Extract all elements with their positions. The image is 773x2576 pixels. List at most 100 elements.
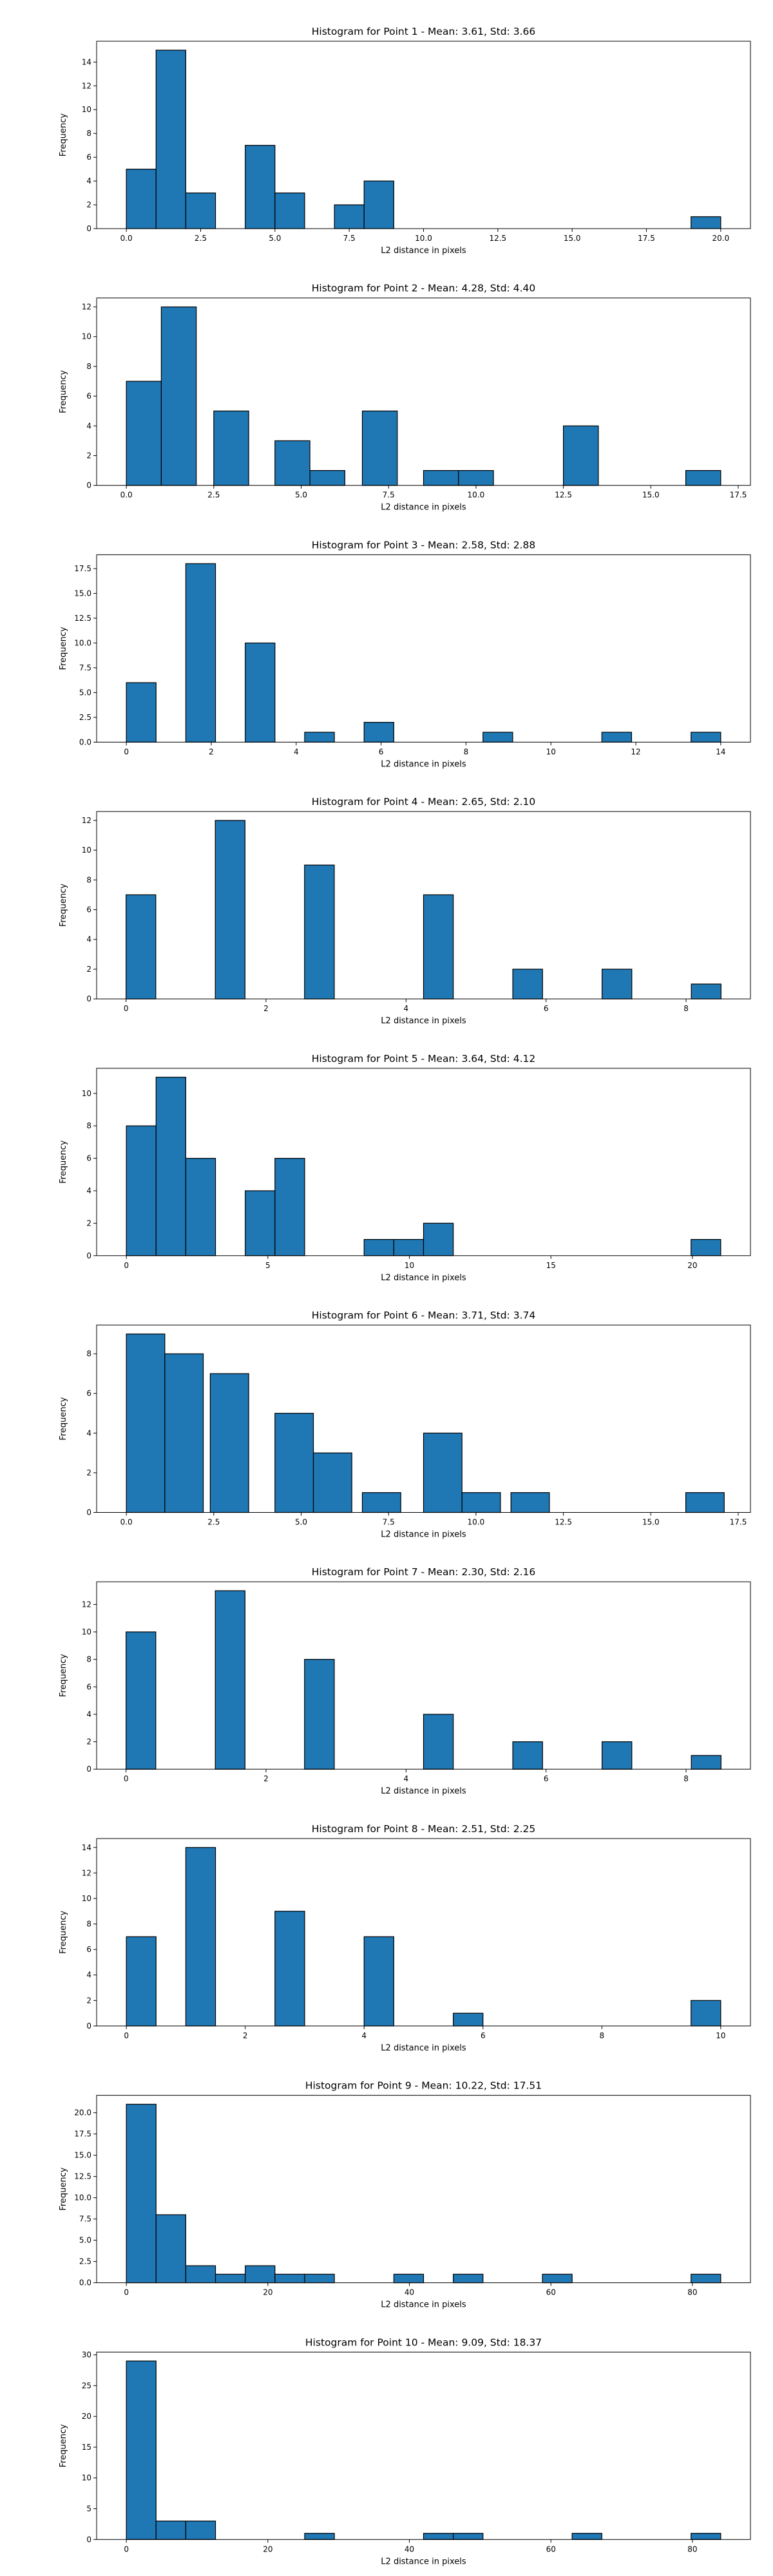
y-tick-label: 8: [86, 1349, 91, 1358]
y-tick-label: 6: [86, 1945, 91, 1954]
x-tick-label: 6: [379, 747, 384, 756]
histogram-bar: [185, 1158, 216, 1256]
y-tick-label: 10: [82, 2474, 91, 2483]
y-tick-label: 10: [82, 1627, 91, 1636]
y-tick-label: 15: [82, 2443, 91, 2452]
histogram-panel-5: Histogram for Point 5 - Mean: 3.64, Std:…: [59, 1053, 751, 1283]
x-tick-label: 4: [404, 1004, 409, 1013]
panel-title: Histogram for Point 3 - Mean: 2.58, Std:…: [312, 539, 535, 551]
axes-frame: [96, 1581, 751, 1770]
y-tick-label: 6: [86, 1389, 91, 1398]
y-tick-label: 10.0: [74, 2193, 91, 2202]
x-tick-label: 14: [716, 747, 725, 756]
histogram-bar: [542, 2273, 573, 2284]
histogram-bar: [126, 894, 157, 999]
y-axis-label: Frequency: [59, 884, 68, 927]
x-axis-label: L2 distance in pixels: [381, 503, 466, 513]
x-tick-label: 12.5: [489, 234, 506, 243]
panel-title: Histogram for Point 5 - Mean: 3.64, Std:…: [312, 1053, 535, 1065]
histogram-bar: [453, 2273, 484, 2284]
x-tick-label: 0: [124, 747, 129, 756]
histogram-bar: [685, 470, 721, 486]
histogram-bar: [601, 732, 633, 743]
histogram-bar: [393, 2273, 425, 2284]
x-tick-label: 15.0: [642, 1518, 660, 1527]
histogram-bar: [160, 306, 197, 486]
x-tick-label: 40: [405, 2544, 414, 2553]
histogram-bar: [461, 1492, 501, 1513]
histogram-bar: [309, 470, 345, 486]
histogram-bar: [185, 192, 216, 229]
x-tick-label: 0.0: [120, 1518, 133, 1527]
y-tick-label: 0: [86, 481, 91, 490]
x-axis-label: L2 distance in pixels: [381, 2300, 466, 2310]
y-tick-label: 5: [86, 2505, 91, 2514]
histogram-bar: [155, 2214, 187, 2284]
y-tick-label: 8: [86, 1655, 91, 1664]
x-tick-label: 20.0: [712, 234, 730, 243]
histogram-bar: [274, 1158, 305, 1256]
histogram-bar: [691, 983, 721, 999]
histogram-bar: [304, 2273, 335, 2284]
histogram-bar: [423, 470, 459, 486]
x-tick-label: 15.0: [564, 234, 581, 243]
y-tick-label: 2: [86, 1996, 91, 2005]
histogram-bar: [512, 1741, 543, 1770]
x-tick-label: 12: [631, 747, 640, 756]
y-axis-label: Frequency: [59, 1140, 68, 1183]
y-tick-label: 17.5: [74, 564, 91, 573]
histogram-bar: [691, 732, 721, 743]
y-tick-label: 4: [86, 421, 91, 430]
x-tick-label: 10: [716, 2031, 725, 2040]
x-tick-label: 4: [294, 747, 299, 756]
x-tick-label: 7.5: [343, 234, 356, 243]
histogram-bar: [510, 1492, 550, 1513]
x-tick-label: 10.0: [468, 1518, 485, 1527]
y-tick-label: 0.0: [79, 737, 91, 746]
x-tick-label: 0: [124, 1774, 129, 1783]
y-tick-label: 8: [86, 1121, 91, 1130]
x-tick-label: 17.5: [730, 491, 747, 500]
histogram-bar: [126, 682, 157, 743]
y-axis-label: Frequency: [59, 1911, 68, 1954]
x-axis-label: L2 distance in pixels: [381, 1786, 466, 1796]
y-tick-label: 10: [82, 105, 91, 114]
x-tick-label: 2: [209, 747, 214, 756]
y-tick-label: 5.0: [79, 2236, 91, 2245]
x-axis-label: L2 distance in pixels: [381, 1530, 466, 1540]
x-axis-label: L2 distance in pixels: [381, 2043, 466, 2053]
histogram-bar: [126, 2103, 157, 2284]
y-tick-label: 2: [86, 451, 91, 460]
y-tick-label: 12.5: [74, 614, 91, 623]
histogram-bar: [393, 1239, 425, 1256]
y-tick-label: 15.0: [74, 589, 91, 598]
y-tick-label: 0: [86, 994, 91, 1003]
x-axis-label: L2 distance in pixels: [381, 2557, 466, 2566]
x-tick-label: 10.0: [415, 234, 432, 243]
y-tick-label: 6: [86, 1154, 91, 1163]
x-tick-label: 10: [405, 1261, 414, 1270]
x-tick-label: 0: [124, 1261, 129, 1270]
x-tick-label: 15.0: [642, 491, 660, 500]
histogram-bar: [126, 2360, 157, 2540]
y-tick-label: 2.5: [79, 2257, 91, 2266]
y-axis-label: Frequency: [59, 2167, 68, 2210]
y-tick-label: 4: [86, 1186, 91, 1195]
y-tick-label: 12.5: [74, 2172, 91, 2181]
x-tick-label: 2: [243, 2031, 248, 2040]
x-tick-label: 60: [546, 2544, 556, 2553]
histogram-bar: [215, 1590, 245, 1770]
axes-frame: [96, 1838, 751, 2027]
y-axis-label: Frequency: [59, 113, 68, 156]
x-tick-label: 8: [683, 1774, 689, 1783]
histogram-bar: [245, 642, 276, 743]
histogram-bar: [245, 1190, 276, 1256]
y-tick-label: 4: [86, 1971, 91, 1980]
y-tick-label: 0.0: [79, 2278, 91, 2287]
y-tick-label: 25: [82, 2381, 91, 2390]
y-tick-label: 0: [86, 1508, 91, 1517]
x-tick-label: 6: [481, 2031, 486, 2040]
y-tick-label: 14: [82, 1843, 91, 1852]
axes-frame: [96, 1068, 751, 1256]
y-tick-label: 2: [86, 965, 91, 974]
